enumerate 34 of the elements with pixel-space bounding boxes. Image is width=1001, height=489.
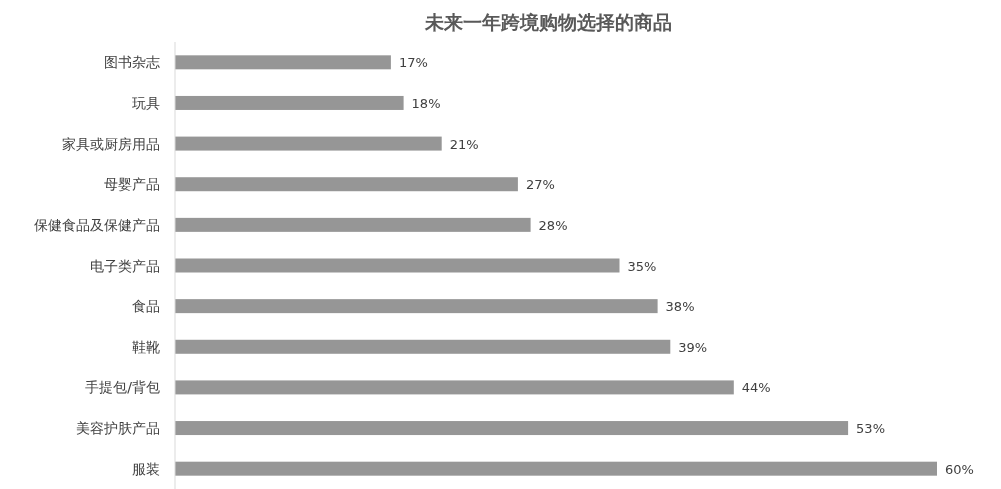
y-tick-label: 家具或厨房用品 xyxy=(62,135,160,152)
data-label: 60% xyxy=(945,461,974,477)
data-label: 21% xyxy=(449,136,479,152)
bar xyxy=(175,217,531,232)
data-label: 39% xyxy=(678,339,708,355)
bar xyxy=(175,136,442,151)
bar xyxy=(175,95,404,110)
data-label: 18% xyxy=(411,95,441,111)
y-tick-label: 玩具 xyxy=(132,94,160,111)
y-tick-label: 电子类产品 xyxy=(90,257,160,274)
data-label: 27% xyxy=(525,177,555,193)
y-tick-label: 母婴产品 xyxy=(104,176,160,193)
bar xyxy=(175,177,518,192)
bar xyxy=(175,421,849,436)
y-tick-label: 保健食品及保健产品 xyxy=(34,216,160,233)
y-tick-label: 图书杂志 xyxy=(104,54,160,71)
bar xyxy=(175,55,391,70)
data-label: 35% xyxy=(627,258,657,274)
data-label: 53% xyxy=(856,421,886,437)
bar xyxy=(175,380,734,395)
bar xyxy=(175,258,620,273)
y-tick-label: 服装 xyxy=(132,460,160,477)
data-label: 44% xyxy=(741,380,771,396)
y-tick-label: 鞋靴 xyxy=(132,338,160,355)
data-label: 28% xyxy=(538,217,568,233)
y-tick-label: 手提包/背包 xyxy=(85,379,160,396)
bar xyxy=(175,299,658,314)
bar xyxy=(175,461,937,476)
data-label: 38% xyxy=(665,299,695,315)
y-tick-label: 美容护肤产品 xyxy=(76,420,160,437)
chart-title: 未来一年跨境购物选择的商品 xyxy=(423,11,672,33)
y-tick-label: 食品 xyxy=(132,298,160,315)
bar xyxy=(175,339,671,354)
data-label: 17% xyxy=(398,55,428,71)
